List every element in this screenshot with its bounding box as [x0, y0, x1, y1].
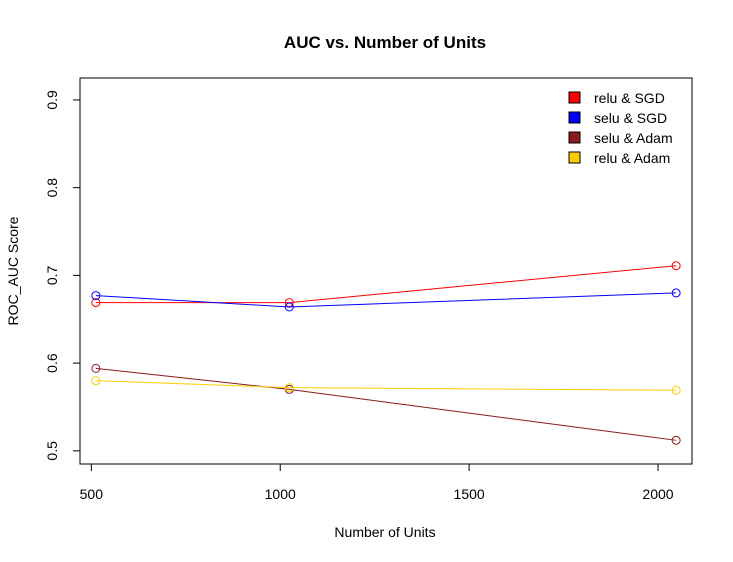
chart-title: AUC vs. Number of Units [284, 33, 486, 52]
legend-label: relu & SGD [594, 90, 665, 106]
data-point [284, 302, 294, 312]
y-tick-label: 0.6 [44, 353, 60, 373]
data-point [91, 291, 101, 301]
data-point [91, 298, 101, 308]
legend-swatch [568, 151, 581, 164]
y-axis: 0.5 0.6 0.7 0.8 0.9 [44, 90, 80, 461]
data-point [671, 385, 681, 395]
y-tick-label: 0.7 [44, 265, 60, 285]
series-selu-adam [91, 363, 681, 445]
series-selu-sgd [91, 288, 681, 312]
data-point [671, 435, 681, 445]
x-axis-label: Number of Units [334, 524, 435, 540]
y-tick-label: 0.9 [44, 90, 60, 110]
data-point [284, 383, 294, 393]
legend: relu & SGD selu & SGD selu & Adam relu & Ad… [568, 90, 673, 166]
series-line [95, 292, 677, 308]
x-axis: 500 1000 1500 2000 [80, 464, 674, 502]
legend-label: selu & SGD [594, 110, 667, 126]
x-tick-label: 1500 [454, 486, 485, 502]
data-point [91, 363, 101, 373]
series-relu-adam [91, 376, 681, 395]
y-tick-label: 0.8 [44, 178, 60, 198]
legend-label: relu & Adam [594, 150, 670, 166]
series-layer [91, 261, 681, 445]
data-point [671, 288, 681, 298]
x-tick-label: 500 [80, 486, 104, 502]
legend-swatch [568, 111, 581, 124]
x-tick-label: 2000 [642, 486, 673, 502]
y-tick-label: 0.5 [44, 441, 60, 461]
data-point [671, 261, 681, 271]
plot-frame [79, 77, 693, 465]
series-line [95, 265, 677, 304]
legend-label: selu & Adam [594, 130, 673, 146]
series-line [95, 380, 677, 391]
legend-swatch [568, 91, 581, 104]
series-relu-sgd [91, 261, 681, 308]
x-tick-label: 1000 [265, 486, 296, 502]
series-line [95, 367, 677, 441]
data-point [91, 376, 101, 386]
legend-swatch [568, 131, 581, 144]
y-axis-label: ROC_AUC Score [5, 216, 21, 325]
